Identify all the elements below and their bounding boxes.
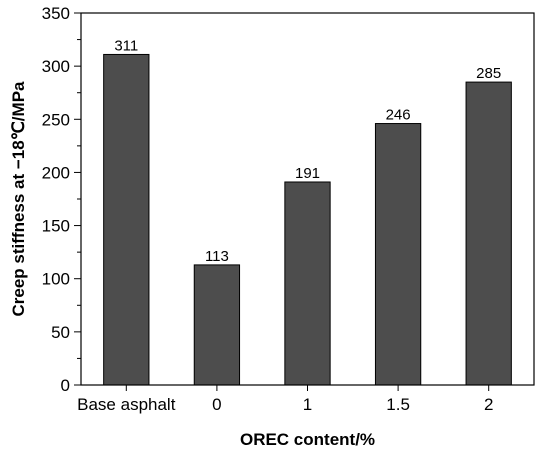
x-tick-label: 2 [484,395,493,414]
x-tick-label: Base asphalt [77,395,176,414]
bar [374,123,422,386]
bar [284,181,331,386]
y-axis-title: Creep stiffness at −18℃/MPa [9,81,28,317]
bar [465,81,512,386]
y-tick-label: 300 [42,57,70,76]
bar [103,53,150,386]
data-label: 113 [205,248,229,265]
y-tick-label: 200 [42,163,70,182]
y-tick-label: 0 [61,376,70,395]
x-axis-title: OREC content/% [240,430,375,449]
y-tick-label: 150 [42,217,70,236]
data-label: 246 [386,107,411,124]
y-tick-label: 250 [42,110,70,129]
data-label: 285 [476,65,501,82]
x-tick-label: 0 [212,395,221,414]
y-tick-label: 50 [51,323,70,342]
y-tick-label: 100 [42,270,70,289]
x-tick-label: 1 [303,395,312,414]
bar [193,264,241,386]
data-label: 311 [114,37,138,54]
data-label: 191 [295,165,320,182]
x-tick-label: 1.5 [386,395,410,414]
y-tick-label: 350 [42,4,70,23]
